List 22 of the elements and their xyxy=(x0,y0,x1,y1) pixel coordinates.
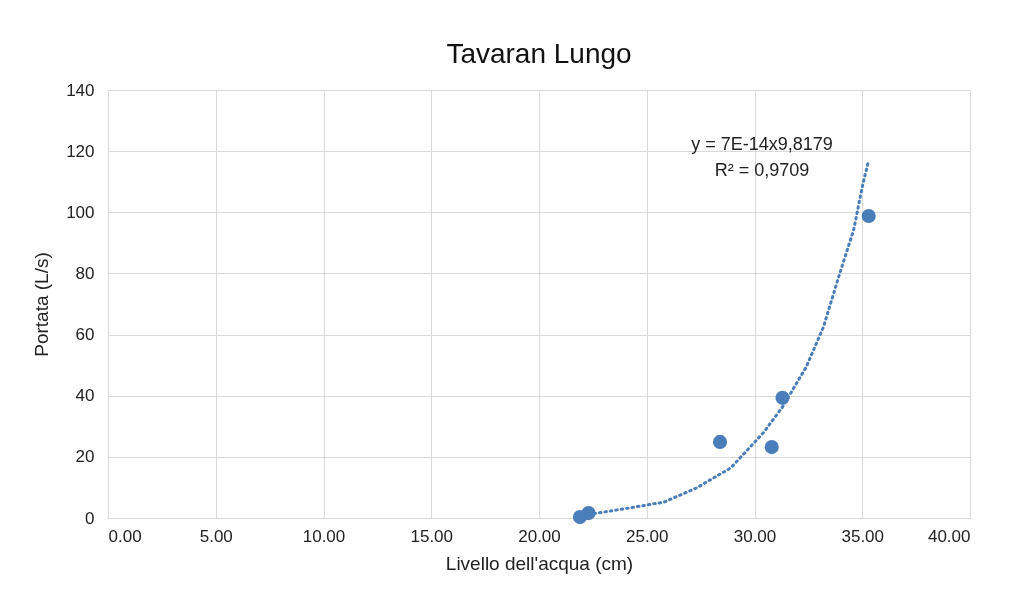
x-tick-label: 0.00 xyxy=(108,526,142,546)
x-tick-label: 20.00 xyxy=(518,526,561,546)
annotation: R² = 0,9709 xyxy=(714,160,810,180)
y-axis-title: Portata (L/s) xyxy=(31,252,53,357)
x-tick-label: 10.00 xyxy=(302,526,346,546)
x-tick-label: 5.00 xyxy=(199,526,233,546)
y-tick-label: 140 xyxy=(66,80,95,100)
y-tick-label: 100 xyxy=(66,202,95,222)
y-tick-label: 0 xyxy=(85,508,95,528)
x-tick-label: 25.00 xyxy=(625,526,669,546)
x-tick-label: 40.00 xyxy=(927,526,971,546)
x-tick-label: 15.00 xyxy=(410,526,454,546)
x-axis-title: Livello dell'acqua (cm) xyxy=(445,552,634,574)
chart-title: Tavaran Lungo xyxy=(446,38,632,69)
x-tick-label: 35.00 xyxy=(841,526,885,546)
y-tick-label: 80 xyxy=(75,263,95,283)
y-tick-label: 120 xyxy=(66,141,95,161)
x-tick-label: 30.00 xyxy=(733,526,777,546)
y-tick-label: 60 xyxy=(75,325,95,345)
y-tick-label: 20 xyxy=(75,447,95,467)
annotation: y = 7E-14x9,8179 xyxy=(691,134,833,154)
y-tick-label: 40 xyxy=(75,386,95,406)
